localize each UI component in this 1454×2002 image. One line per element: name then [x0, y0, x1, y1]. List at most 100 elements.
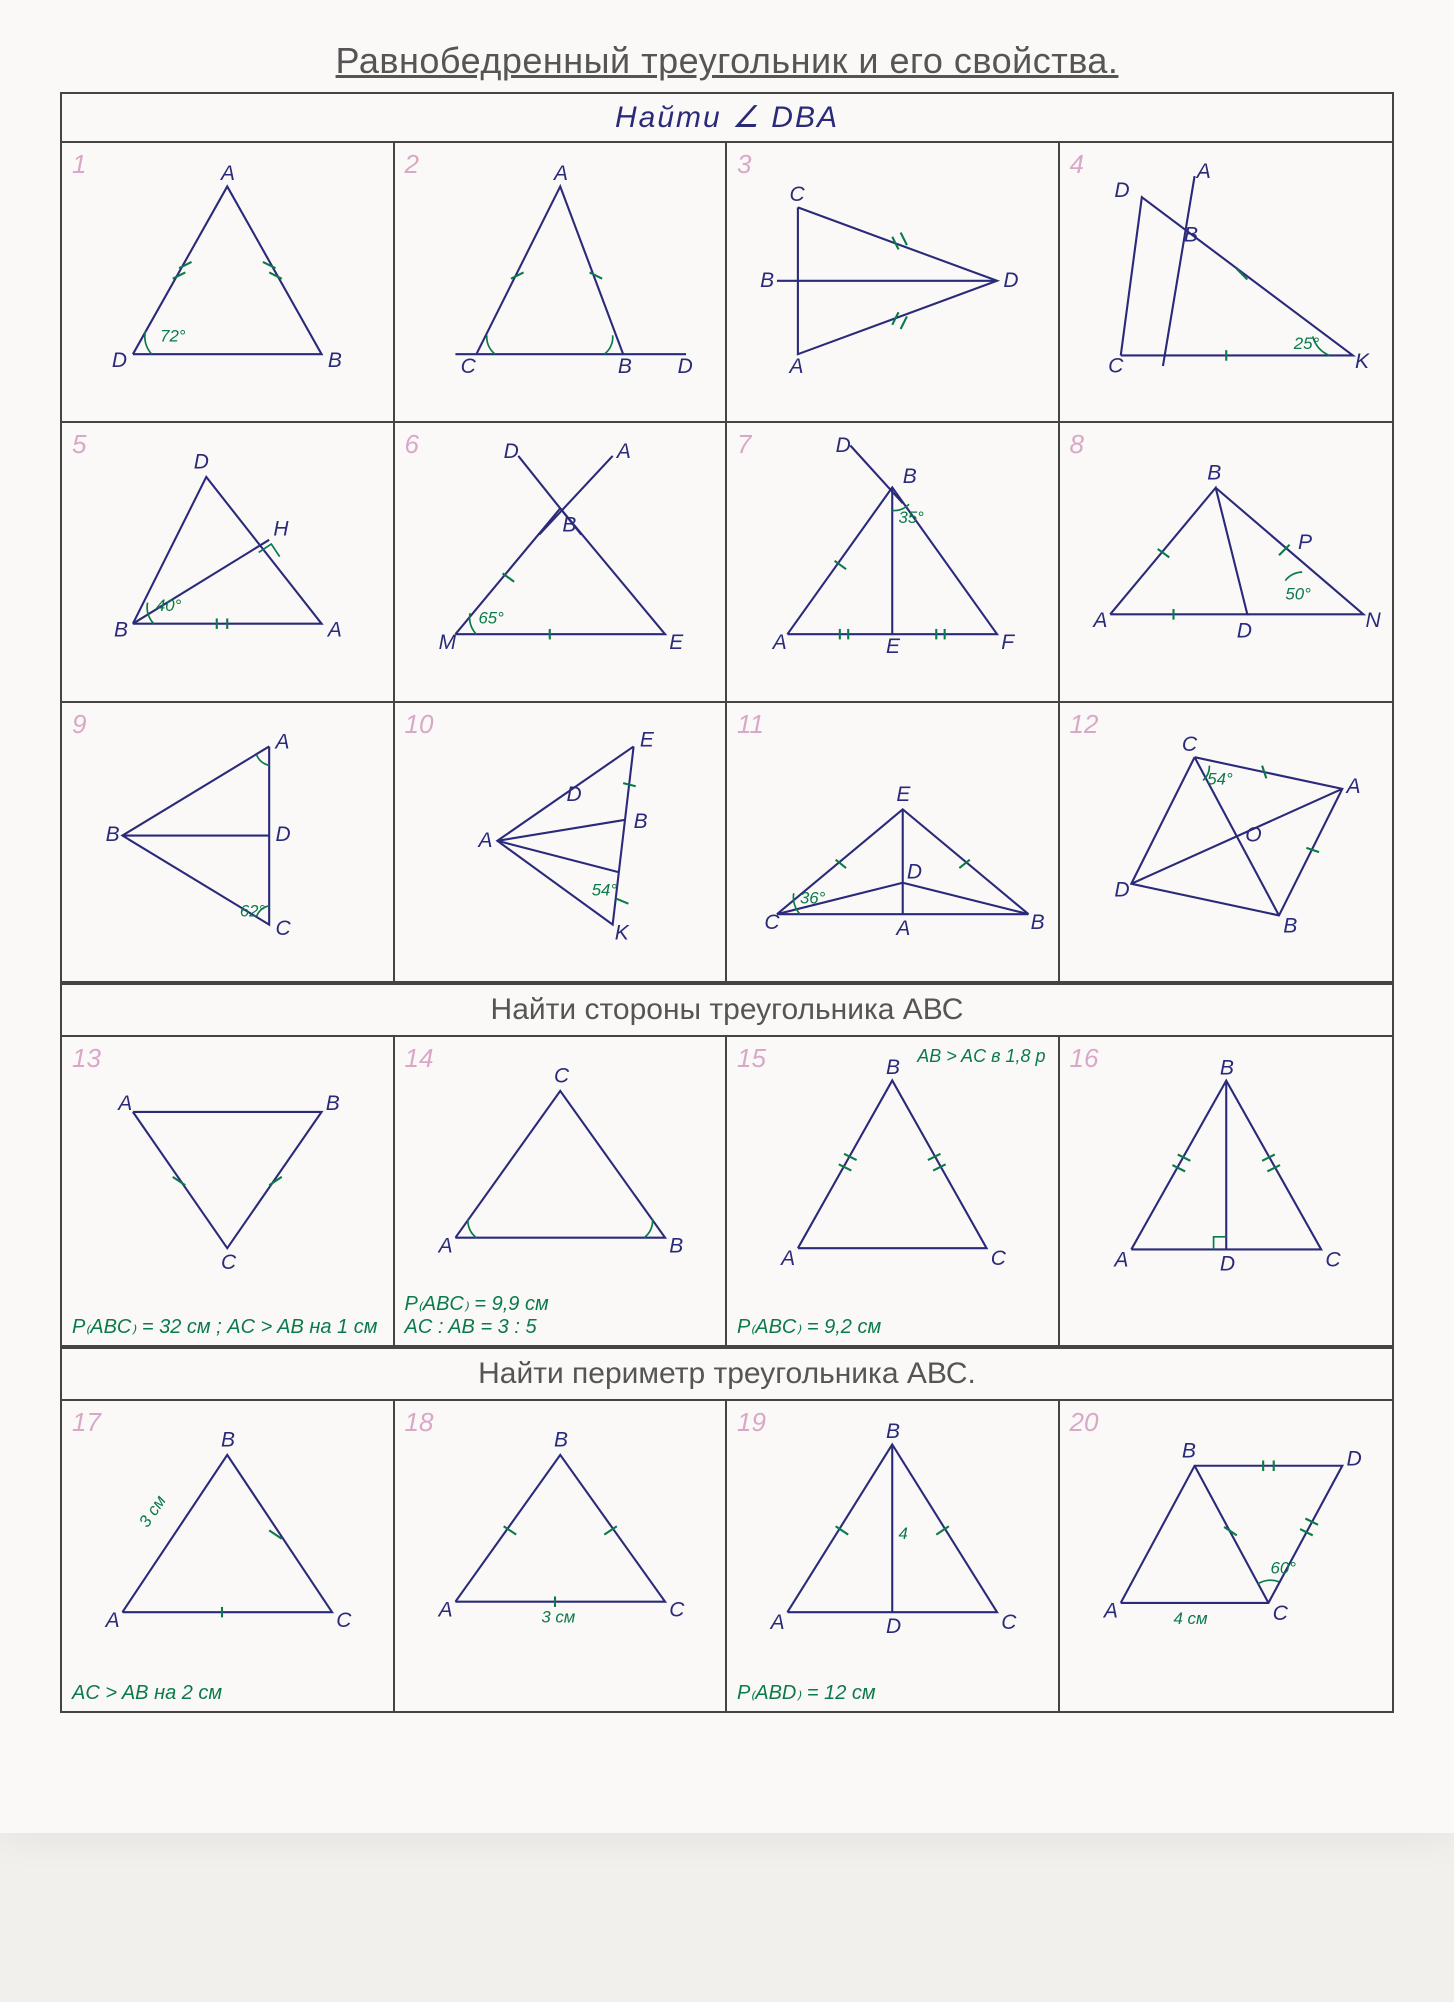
cell-note: P₍ABC₎ = 9,2 см	[737, 1316, 881, 1339]
cell-20: 20 60° 4 см B D A C	[1060, 1401, 1393, 1711]
svg-text:A: A	[436, 1234, 452, 1257]
svg-text:K: K	[614, 921, 629, 944]
svg-text:D: D	[194, 451, 209, 474]
svg-text:H: H	[273, 518, 289, 541]
side-note: AB > AC в 1,8 р	[917, 1047, 1045, 1067]
svg-text:A: A	[273, 731, 289, 754]
cell-note: P₍ABC₎ = 9,9 см AC : AB = 3 : 5	[405, 1293, 549, 1339]
svg-text:C: C	[221, 1251, 237, 1274]
svg-text:C: C	[1272, 1602, 1288, 1625]
svg-text:A: A	[104, 1609, 120, 1632]
cell-number: 3	[737, 149, 751, 180]
svg-text:35°: 35°	[899, 508, 925, 527]
svg-text:B: B	[114, 618, 128, 641]
svg-text:B: B	[669, 1234, 683, 1257]
figure-18: 3 см B A C	[403, 1413, 717, 1644]
cell-number: 7	[737, 429, 751, 460]
svg-text:A: A	[476, 829, 492, 852]
svg-text:A: A	[1112, 1248, 1128, 1271]
svg-text:65°: 65°	[478, 609, 504, 628]
svg-text:B: B	[1219, 1056, 1233, 1079]
cell-note: AC > AB на 2 см	[72, 1682, 222, 1705]
cell-number: 8	[1070, 429, 1084, 460]
cell-1: 1 72° A D B	[62, 143, 395, 423]
cell-11: 11 36° E D C A B	[727, 703, 1060, 983]
svg-text:A: A	[326, 618, 342, 641]
cell-5: 5 40° D H B A	[62, 423, 395, 703]
cell-number: 4	[1070, 149, 1084, 180]
svg-text:40°: 40°	[156, 596, 182, 615]
svg-text:C: C	[991, 1247, 1007, 1270]
cell-note: P₍ABD₎ = 12 см	[737, 1682, 876, 1705]
cell-number: 6	[405, 429, 419, 460]
svg-text:C: C	[1108, 354, 1124, 377]
svg-text:D: D	[677, 355, 692, 378]
svg-text:B: B	[617, 355, 631, 378]
cell-2: 2 A C B D	[395, 143, 728, 423]
worksheet-frame: Найти ∠ DBA 1 72° A D B 2	[60, 92, 1394, 1713]
svg-text:A: A	[779, 1247, 795, 1270]
svg-text:M: M	[438, 631, 456, 654]
svg-text:D: D	[836, 435, 851, 457]
svg-text:A: A	[769, 1611, 785, 1634]
svg-text:D: D	[886, 1615, 901, 1638]
svg-text:D: D	[566, 783, 581, 806]
svg-text:B: B	[1207, 461, 1221, 484]
figure-20: 60° 4 см B D A C	[1068, 1413, 1384, 1645]
cell-6: 6 65° D A B M E	[395, 423, 728, 703]
svg-text:A: A	[1194, 160, 1210, 183]
svg-text:B: B	[886, 1420, 900, 1443]
svg-text:C: C	[790, 183, 806, 206]
cell-number: 1	[72, 149, 86, 180]
section3-header: Найти периметр треугольника АВС.	[62, 1347, 1392, 1401]
cell-7: 7 35° D B A E F	[727, 423, 1060, 703]
svg-text:B: B	[1283, 914, 1297, 937]
cell-17: 17 3 см B A C AC > AB на 2 см	[62, 1401, 395, 1711]
svg-text:D: D	[1003, 269, 1018, 292]
cell-number: 5	[72, 429, 86, 460]
svg-text:D: D	[275, 823, 290, 846]
svg-text:D: D	[503, 440, 518, 463]
svg-text:B: B	[1031, 911, 1045, 934]
cell-3: 3 C B A D	[727, 143, 1060, 423]
svg-text:F: F	[1001, 631, 1015, 654]
svg-text:C: C	[553, 1065, 569, 1088]
svg-text:D: D	[1236, 620, 1251, 643]
svg-text:50°: 50°	[1285, 585, 1311, 604]
svg-text:C: C	[275, 917, 291, 940]
svg-text:E: E	[639, 728, 654, 751]
svg-text:C: C	[1325, 1248, 1341, 1271]
svg-text:A: A	[788, 355, 804, 378]
svg-text:4 см: 4 см	[1173, 1609, 1207, 1628]
svg-text:K: K	[1354, 350, 1369, 373]
svg-text:C: C	[336, 1609, 352, 1632]
svg-text:4: 4	[899, 1524, 908, 1543]
figure-15: B A C	[735, 1049, 1049, 1280]
cell-number: 17	[72, 1407, 101, 1438]
figure-16: B A D C	[1068, 1049, 1384, 1281]
cell-number: 13	[72, 1043, 101, 1074]
svg-text:B: B	[760, 269, 774, 292]
svg-text:D: D	[1114, 878, 1129, 901]
svg-text:72°: 72°	[160, 327, 186, 346]
svg-text:3 см: 3 см	[135, 1491, 170, 1530]
svg-text:B: B	[106, 823, 120, 846]
task1-row: Найти ∠ DBA	[62, 94, 1392, 143]
figure-9: 62° A B D C	[70, 715, 384, 946]
svg-text:D: D	[112, 349, 127, 372]
figure-5: 40° D H B A	[70, 435, 384, 666]
svg-text:P: P	[1297, 531, 1311, 554]
svg-text:62°: 62°	[240, 901, 266, 920]
cell-number: 20	[1070, 1407, 1099, 1438]
svg-text:O: O	[1245, 824, 1261, 847]
svg-text:C: C	[460, 355, 476, 378]
svg-text:54°: 54°	[591, 880, 617, 899]
svg-text:A: A	[1091, 609, 1107, 632]
grid-perimeter: 17 3 см B A C AC > AB на 2 см 18	[62, 1401, 1392, 1711]
svg-text:A: A	[771, 631, 787, 654]
svg-text:B: B	[1181, 1439, 1195, 1462]
svg-text:A: A	[1101, 1600, 1117, 1623]
svg-text:54°: 54°	[1207, 770, 1233, 789]
svg-text:B: B	[328, 349, 342, 372]
svg-text:B: B	[1184, 224, 1198, 247]
